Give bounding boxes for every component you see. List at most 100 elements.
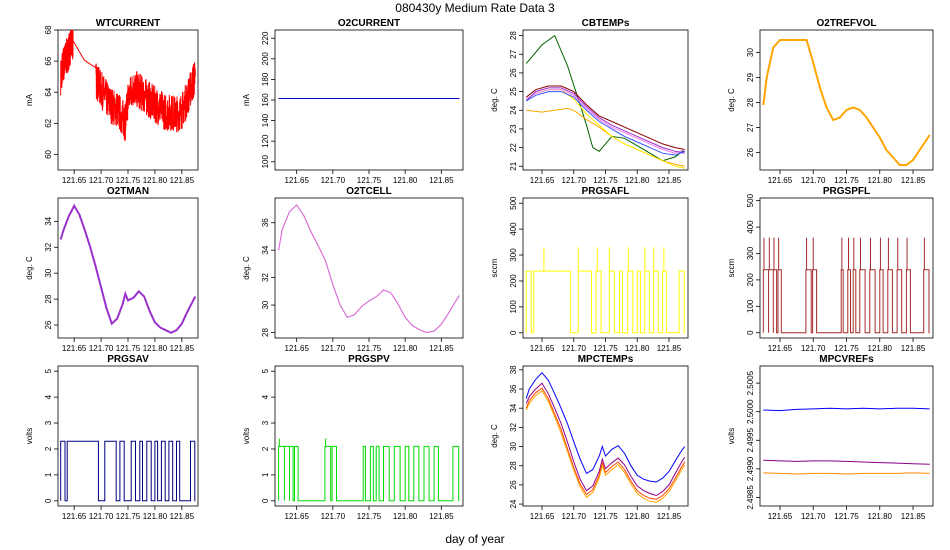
panel-title: CBTEMPs [582,18,630,29]
panel-title: PRGSAV [107,354,149,365]
y-tick-label: 100 [746,299,755,313]
panel-o2tcell: O2TCELL deg. C 121.65 121.70 121.75 121.80 121… [242,186,464,353]
x-tick-label: 121.70 [562,344,587,353]
y-tick-label: 160 [261,93,270,107]
y-tick-label: 30 [44,268,53,277]
panel-title: WTCURRENT [96,18,160,29]
panel-title: PRGSAFL [582,186,630,197]
series-line-1 [525,371,686,483]
x-tick-label: 121.70 [801,176,826,185]
series-line-1 [763,407,930,412]
y-tick-label: 2 [261,446,270,451]
series-line-2 [763,459,930,465]
x-tick-label: 121.65 [62,344,87,353]
panel-prgsav: PRGSAV volts 121.65 121.70 121.75 121.80 121.8… [25,354,199,521]
series-group [762,39,931,166]
x-tick-label: 121.70 [89,512,114,521]
y-tick-label: 200 [746,273,755,287]
figure-title: 080430y Medium Rate Data 3 [395,1,555,15]
y-tick-label: 23 [509,124,518,133]
series-group [60,30,196,141]
x-tick-label: 121.75 [357,344,382,353]
plot-frame [522,29,689,171]
y-axis-label: sccm [490,258,499,277]
x-tick-label: 121.75 [116,176,141,185]
plot-frame [759,365,934,507]
x-tick-label: 121.65 [530,344,555,353]
y-axis-label: mA [25,93,34,106]
series-line-1 [762,39,931,166]
x-tick-label: 121.80 [393,512,418,521]
x-tick-label: 121.75 [593,176,618,185]
y-tick-label: 3 [261,420,270,425]
x-tick-label: 121.65 [768,344,793,353]
x-tick-label: 121.85 [429,512,454,521]
panel-title: O2TREFVOL [816,18,876,29]
x-tick-label: 121.85 [657,176,682,185]
panel-o2current: O2CURRENT mA 121.65 121.70 121.75 121.80 121.8… [242,18,464,185]
y-tick-label: 4 [261,394,270,399]
y-tick-label: 0 [509,330,518,335]
series-group [763,407,930,475]
x-tick-label: 121.80 [393,176,418,185]
plot-frame [274,29,464,171]
y-tick-label: 500 [746,193,755,207]
y-tick-label: 34 [261,245,270,254]
y-tick-label: 24 [509,499,518,508]
y-axis-label: deg. C [25,256,34,280]
panel-title: MPCTEMPs [578,354,634,365]
y-tick-label: 5 [44,368,53,373]
x-tick-label: 121.65 [530,512,555,521]
x-tick-label: 121.75 [116,344,141,353]
y-tick-label: 25 [509,87,518,96]
series-line-1 [525,34,686,162]
y-tick-label: 26 [509,480,518,489]
series-line-3 [525,89,685,169]
x-tick-label: 121.70 [562,512,587,521]
y-tick-label: 28 [746,98,755,107]
x-tick-label: 121.80 [868,344,893,353]
y-tick-label: 400 [509,222,518,236]
panel-cbtemps: CBTEMPs deg. C 121.65 121.70 121.75 121.80 121… [490,18,689,185]
y-axis-label: deg. C [727,88,736,112]
y-tick-label: 0 [44,498,53,503]
y-tick-label: 200 [509,274,518,288]
series-group [278,203,460,334]
y-tick-label: 120 [261,134,270,148]
x-tick-label: 121.85 [170,176,195,185]
y-tick-label: 28 [509,461,518,470]
x-tick-label: 121.75 [116,512,141,521]
x-tick-label: 121.80 [393,344,418,353]
x-tick-label: 121.80 [625,344,650,353]
x-tick-label: 121.80 [143,512,168,521]
series-line-2 [525,382,686,497]
x-tick-label: 121.75 [834,512,859,521]
x-tick-label: 121.70 [89,344,114,353]
series-line-1 [60,30,196,141]
x-tick-label: 121.80 [143,344,168,353]
y-tick-label: 26 [509,68,518,77]
y-tick-label: 34 [509,403,518,412]
series-line-3 [763,472,930,475]
y-tick-label: 1 [44,472,53,477]
panel-title: O2TCELL [346,186,392,197]
y-tick-label: 2.5005 [746,370,755,395]
series-line-1 [60,440,196,502]
x-tick-label: 121.65 [284,512,309,521]
y-tick-label: 2 [44,446,53,451]
series-line-4 [525,85,685,150]
x-tick-label: 121.75 [834,176,859,185]
y-tick-label: 220 [261,31,270,45]
y-tick-label: 1 [261,472,270,477]
series-group [278,438,460,502]
series-group [59,203,197,334]
x-tick-label: 121.85 [170,512,195,521]
plot-frame [522,197,689,339]
panel-title: MPCVREFs [819,354,874,365]
y-axis-label: deg. C [490,424,499,448]
x-tick-label: 121.85 [170,344,195,353]
series-group [762,237,930,334]
series-group [525,34,686,169]
